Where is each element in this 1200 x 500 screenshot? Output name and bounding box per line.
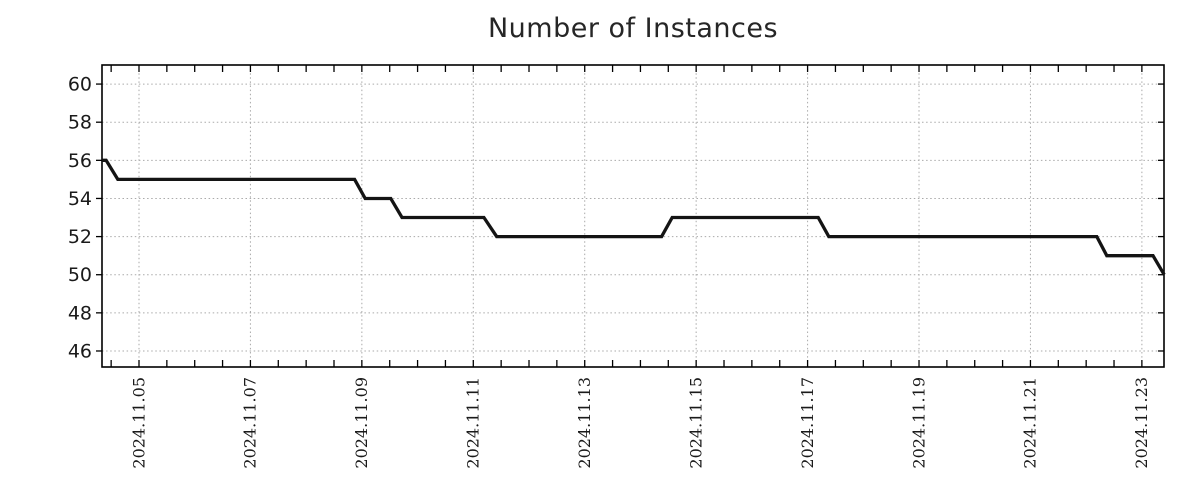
- x-tick-label: 2024.11.05: [129, 377, 148, 469]
- y-tick-label: 48: [68, 302, 92, 324]
- x-tick-label: 2024.11.13: [575, 377, 594, 469]
- plot-border: [101, 64, 1165, 368]
- y-tick-label: 58: [68, 112, 92, 134]
- x-tick-label: 2024.11.23: [1132, 377, 1151, 469]
- x-tick-label: 2024.11.17: [798, 377, 817, 469]
- y-tick-label: 56: [68, 150, 92, 172]
- y-tick-label: 52: [68, 226, 92, 248]
- x-tick-label: 2024.11.19: [909, 377, 928, 469]
- y-tick-label: 54: [68, 188, 92, 210]
- x-tick-label: 2024.11.21: [1021, 377, 1040, 469]
- x-tick-label: 2024.11.09: [352, 377, 371, 469]
- y-tick-label: 46: [68, 340, 92, 362]
- x-tick-label: 2024.11.07: [241, 377, 260, 469]
- chart-title: Number of Instances: [487, 13, 779, 44]
- data-line-number-of-instances: [102, 158, 1166, 276]
- x-tick-label: 2024.11.11: [464, 377, 483, 469]
- y-tick-label: 50: [68, 264, 92, 286]
- y-tick-label: 60: [68, 74, 92, 96]
- x-tick-label: 2024.11.15: [686, 377, 705, 469]
